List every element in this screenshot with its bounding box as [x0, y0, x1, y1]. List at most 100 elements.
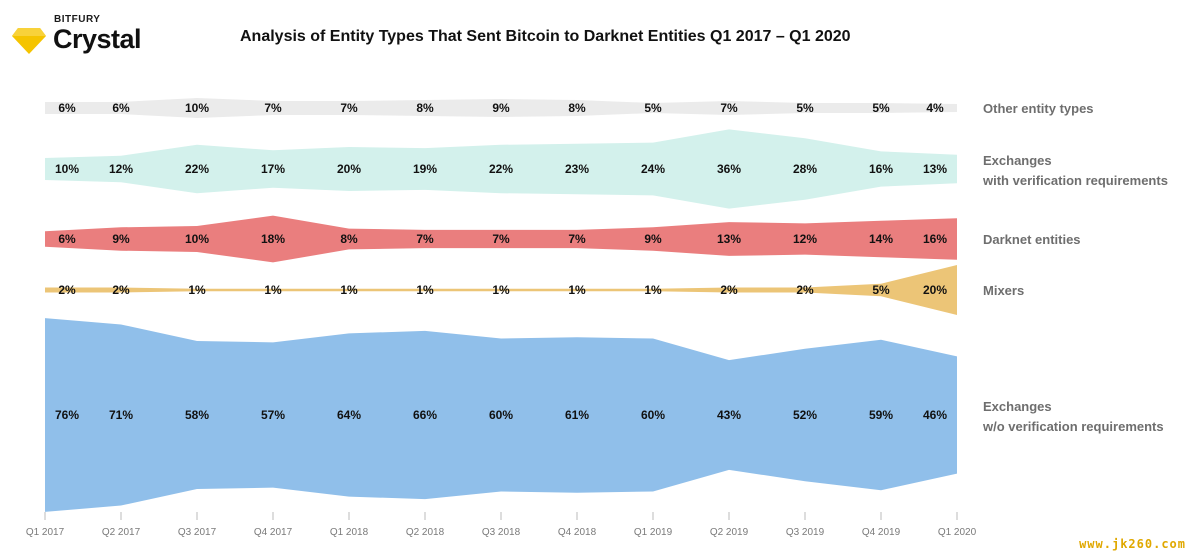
data-label: 23% — [565, 162, 589, 176]
data-label: 76% — [55, 408, 79, 422]
data-label: 64% — [337, 408, 361, 422]
data-label: 8% — [568, 101, 586, 115]
data-label: 22% — [185, 162, 209, 176]
data-label: 20% — [923, 283, 947, 297]
data-label: 13% — [923, 162, 947, 176]
data-label: 66% — [413, 408, 437, 422]
data-label: 9% — [112, 232, 130, 246]
data-label: 2% — [112, 283, 130, 297]
x-tick-label: Q1 2018 — [330, 527, 369, 538]
area-mixers — [45, 265, 957, 315]
data-label: 16% — [923, 232, 947, 246]
data-label: 9% — [492, 101, 510, 115]
data-label: 2% — [58, 283, 76, 297]
x-tick-label: Q1 2020 — [938, 527, 977, 538]
data-label: 5% — [872, 283, 890, 297]
diamond-icon — [12, 28, 46, 54]
data-label: 7% — [568, 232, 586, 246]
data-label: 1% — [492, 283, 510, 297]
legend-exchanges-with-verification-requirements: Exchanges — [983, 153, 1052, 168]
area-darknet-entities — [45, 215, 957, 263]
data-label: 7% — [720, 101, 738, 115]
x-tick-label: Q1 2019 — [634, 527, 673, 538]
data-label: 46% — [923, 408, 947, 422]
data-label: 59% — [869, 408, 893, 422]
data-label: 28% — [793, 162, 817, 176]
data-label: 58% — [185, 408, 209, 422]
legend-exchanges-with-verification-requirements: with verification requirements — [982, 173, 1168, 188]
data-label: 7% — [264, 101, 282, 115]
data-label: 1% — [416, 283, 434, 297]
data-label: 5% — [796, 101, 814, 115]
data-label: 18% — [261, 232, 285, 246]
data-label: 1% — [264, 283, 282, 297]
area-exchanges-w-o-verification-requirements — [45, 318, 957, 512]
data-label: 36% — [717, 162, 741, 176]
data-label: 9% — [644, 232, 662, 246]
x-tick-label: Q2 2018 — [406, 527, 445, 538]
data-label: 4% — [926, 101, 944, 115]
data-label: 12% — [793, 232, 817, 246]
data-label: 5% — [872, 101, 890, 115]
data-label: 61% — [565, 408, 589, 422]
legend-exchanges-w-o-verification-requirements: w/o verification requirements — [982, 419, 1164, 434]
legend-mixers: Mixers — [983, 283, 1024, 298]
value-labels: 6% 6% 10% 7% 7% 8% 9% 8% 5% 7% 5% 5% 4% 10% 12% 22% 17% 2… — [55, 101, 947, 422]
legend-other-entity-types: Other entity types — [983, 101, 1094, 116]
x-tick-label: Q1 2017 — [26, 527, 65, 538]
data-label: 7% — [492, 232, 510, 246]
data-label: 52% — [793, 408, 817, 422]
brand-company: BITFURY — [54, 14, 101, 25]
watermark: www.jk260.com — [1079, 537, 1186, 551]
chart-title: Analysis of Entity Types That Sent Bitco… — [240, 28, 851, 45]
x-tick-label: Q4 2017 — [254, 527, 293, 538]
x-tick-label: Q4 2019 — [862, 527, 901, 538]
area-other-entity-types — [45, 98, 957, 118]
data-label: 19% — [413, 162, 437, 176]
data-label: 7% — [340, 101, 358, 115]
area-exchanges-with-verification-requirements — [45, 129, 957, 209]
data-label: 6% — [58, 232, 76, 246]
data-label: 10% — [185, 232, 209, 246]
data-label: 8% — [416, 101, 434, 115]
legend: Other entity types Exchanges with verifica… — [982, 101, 1168, 434]
legend-darknet-entities: Darknet entities — [983, 232, 1081, 247]
data-label: 1% — [188, 283, 206, 297]
x-tick-label: Q3 2019 — [786, 527, 825, 538]
x-tick-label: Q3 2018 — [482, 527, 521, 538]
data-label: 60% — [641, 408, 665, 422]
data-label: 5% — [644, 101, 662, 115]
data-label: 60% — [489, 408, 513, 422]
data-label: 24% — [641, 162, 665, 176]
data-label: 57% — [261, 408, 285, 422]
data-label: 14% — [869, 232, 893, 246]
data-label: 2% — [720, 283, 738, 297]
data-label: 2% — [796, 283, 814, 297]
brand-logo: BITFURY Crystal — [12, 6, 192, 58]
data-label: 1% — [340, 283, 358, 297]
x-tick-label: Q2 2017 — [102, 527, 141, 538]
x-tick-label: Q4 2018 — [558, 527, 597, 538]
data-label: 20% — [337, 162, 361, 176]
data-label: 10% — [55, 162, 79, 176]
data-label: 13% — [717, 232, 741, 246]
legend-exchanges-w-o-verification-requirements: Exchanges — [983, 399, 1052, 414]
data-label: 7% — [416, 232, 434, 246]
data-label: 6% — [112, 101, 130, 115]
data-label: 16% — [869, 162, 893, 176]
data-label: 12% — [109, 162, 133, 176]
data-label: 43% — [717, 408, 741, 422]
data-label: 6% — [58, 101, 76, 115]
data-label: 22% — [489, 162, 513, 176]
data-label: 8% — [340, 232, 358, 246]
x-tick-label: Q2 2019 — [710, 527, 749, 538]
x-tick-label: Q3 2017 — [178, 527, 217, 538]
data-label: 71% — [109, 408, 133, 422]
data-label: 1% — [644, 283, 662, 297]
data-label: 10% — [185, 101, 209, 115]
data-label: 17% — [261, 162, 285, 176]
brand-name: Crystal — [53, 24, 142, 54]
chart-layers — [45, 98, 957, 512]
data-label: 1% — [568, 283, 586, 297]
